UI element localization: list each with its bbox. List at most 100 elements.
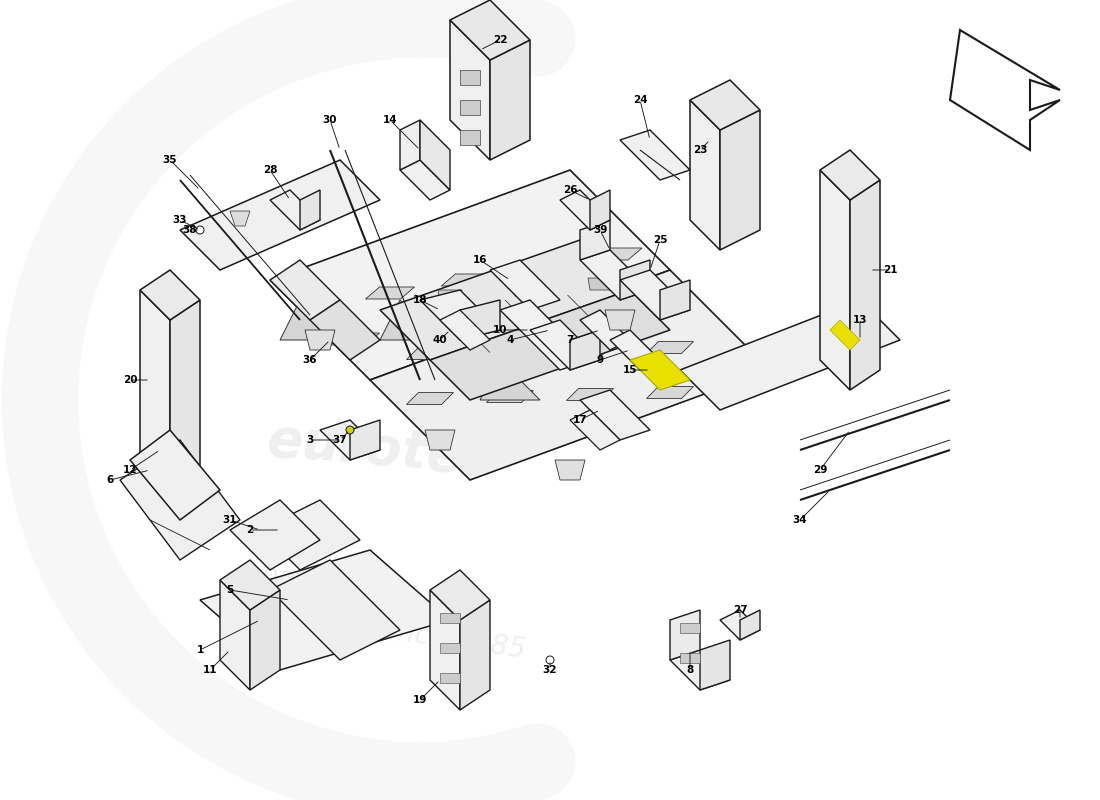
Polygon shape — [440, 643, 460, 653]
Polygon shape — [400, 120, 420, 170]
Polygon shape — [280, 300, 340, 340]
Text: 10: 10 — [493, 325, 507, 335]
Polygon shape — [130, 430, 220, 520]
Text: 38: 38 — [183, 225, 197, 235]
Polygon shape — [630, 350, 690, 390]
Polygon shape — [517, 261, 566, 273]
Text: 18: 18 — [412, 295, 427, 305]
Polygon shape — [500, 300, 590, 370]
Polygon shape — [740, 610, 760, 640]
Polygon shape — [560, 190, 610, 230]
Polygon shape — [580, 310, 630, 350]
Polygon shape — [450, 0, 530, 60]
Text: 33: 33 — [173, 215, 187, 225]
Text: 29: 29 — [813, 465, 827, 475]
Polygon shape — [140, 270, 200, 320]
Polygon shape — [580, 250, 650, 300]
Polygon shape — [580, 220, 611, 260]
Polygon shape — [460, 130, 480, 145]
Polygon shape — [270, 190, 320, 230]
Text: 4: 4 — [506, 335, 514, 345]
Polygon shape — [310, 300, 380, 360]
Polygon shape — [830, 320, 860, 350]
Text: since 1985: since 1985 — [373, 615, 527, 665]
Polygon shape — [620, 270, 690, 320]
Polygon shape — [460, 100, 480, 115]
Text: 13: 13 — [852, 315, 867, 325]
Text: 12: 12 — [123, 465, 138, 475]
Text: 8: 8 — [686, 665, 694, 675]
Polygon shape — [305, 330, 336, 350]
Polygon shape — [558, 294, 607, 306]
Polygon shape — [580, 390, 650, 440]
Polygon shape — [566, 343, 614, 355]
Polygon shape — [647, 386, 693, 398]
Polygon shape — [720, 110, 760, 250]
Polygon shape — [588, 278, 612, 290]
Polygon shape — [460, 300, 500, 340]
Polygon shape — [200, 550, 450, 670]
Polygon shape — [690, 80, 760, 130]
Text: 1: 1 — [197, 645, 204, 655]
Polygon shape — [430, 590, 460, 710]
Text: 16: 16 — [473, 255, 487, 265]
Text: 2: 2 — [246, 525, 254, 535]
Text: 40: 40 — [432, 335, 448, 345]
Polygon shape — [260, 500, 360, 570]
Polygon shape — [570, 330, 600, 370]
Polygon shape — [379, 300, 440, 340]
Polygon shape — [430, 290, 670, 400]
Polygon shape — [379, 240, 630, 360]
Polygon shape — [620, 260, 650, 300]
Polygon shape — [670, 610, 700, 660]
Polygon shape — [720, 610, 760, 640]
Polygon shape — [820, 170, 850, 390]
Polygon shape — [566, 389, 614, 401]
Polygon shape — [490, 260, 560, 310]
Text: 23: 23 — [693, 145, 707, 155]
Polygon shape — [556, 460, 585, 480]
Polygon shape — [370, 270, 770, 480]
Text: a passion: a passion — [233, 557, 367, 603]
Polygon shape — [170, 300, 200, 500]
Text: 14: 14 — [383, 115, 397, 125]
Polygon shape — [950, 30, 1060, 150]
Text: 37: 37 — [332, 435, 348, 445]
Polygon shape — [440, 613, 460, 623]
Text: 5: 5 — [227, 585, 233, 595]
Polygon shape — [330, 333, 380, 345]
Polygon shape — [440, 310, 490, 350]
Text: 28: 28 — [263, 165, 277, 175]
Polygon shape — [407, 347, 453, 359]
Polygon shape — [425, 430, 455, 450]
Text: 15: 15 — [623, 365, 637, 375]
Text: 20: 20 — [123, 375, 138, 385]
Text: 11: 11 — [202, 665, 218, 675]
Polygon shape — [180, 160, 380, 270]
Text: 36: 36 — [302, 355, 317, 365]
Polygon shape — [230, 500, 320, 570]
Text: 26: 26 — [563, 185, 578, 195]
Polygon shape — [250, 590, 280, 690]
Text: 24: 24 — [632, 95, 647, 105]
Polygon shape — [570, 410, 620, 450]
Text: 34: 34 — [793, 515, 807, 525]
Text: 3: 3 — [307, 435, 314, 445]
Text: 39: 39 — [593, 225, 607, 235]
Polygon shape — [460, 600, 490, 710]
Polygon shape — [438, 290, 462, 302]
Text: 25: 25 — [652, 235, 668, 245]
Polygon shape — [620, 130, 690, 180]
Text: 27: 27 — [733, 605, 747, 615]
Text: 35: 35 — [163, 155, 177, 165]
Polygon shape — [220, 560, 280, 610]
Polygon shape — [530, 320, 600, 370]
Polygon shape — [820, 150, 880, 200]
Circle shape — [346, 426, 354, 434]
Polygon shape — [480, 360, 540, 400]
Polygon shape — [700, 640, 730, 690]
Text: 32: 32 — [542, 665, 558, 675]
Text: eurotec: eurotec — [264, 414, 496, 486]
Polygon shape — [680, 300, 900, 410]
Polygon shape — [680, 653, 700, 663]
